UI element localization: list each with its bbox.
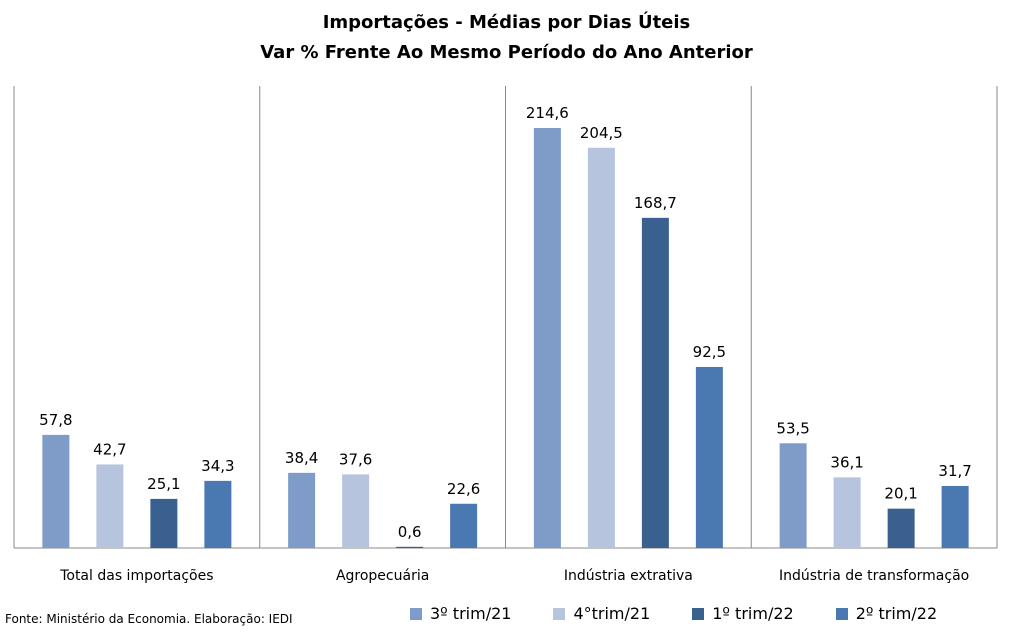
legend-item-4tri21: 4°trim/21 [553, 604, 650, 623]
data-label: 42,7 [93, 440, 126, 458]
legend-label: 3º trim/21 [430, 604, 512, 623]
bar [533, 128, 561, 548]
data-label: 92,5 [693, 343, 726, 361]
data-label: 37,6 [339, 450, 372, 468]
category-label: Agropecuária [336, 568, 429, 584]
bar [641, 217, 669, 548]
source-note: Fonte: Ministério da Economia. Elaboraçã… [5, 612, 293, 626]
legend-item-1tri22: 1º trim/22 [692, 604, 794, 623]
category-label: Indústria de transformação [779, 568, 969, 584]
legend-item-3tri21: 3º trim/21 [410, 604, 511, 623]
bar [779, 443, 807, 548]
category-label: Indústria extrativa [564, 568, 693, 584]
category-label: Total das importações [59, 568, 213, 584]
data-label: 204,5 [580, 124, 623, 142]
chart-title-line-1: Importações - Médias por Dias Úteis [322, 12, 691, 33]
bar [450, 503, 478, 548]
data-label: 57,8 [39, 411, 72, 429]
bar [342, 474, 370, 548]
chart-legend: 3º trim/21 4°trim/21 1º trim/22 2º trim/… [410, 604, 937, 623]
chart-title-line-2: Var % Frente Ao Mesmo Período do Ano Ant… [260, 42, 753, 63]
data-label: 53,5 [776, 419, 809, 437]
bar [288, 472, 316, 548]
bar [96, 464, 124, 548]
bar-chart: 57,8 42,7 25,1 34,3 Total das importações 38,… [13, 86, 998, 584]
data-label: 36,1 [830, 453, 863, 471]
data-label: 22,6 [447, 480, 480, 498]
data-label: 0,6 [398, 523, 422, 541]
data-label: 34,3 [201, 457, 234, 475]
bar [833, 477, 861, 548]
data-label: 20,1 [884, 485, 917, 503]
data-label: 25,1 [147, 475, 180, 493]
bar [887, 508, 915, 548]
legend-label: 1º trim/22 [712, 604, 794, 623]
legend-swatch [835, 607, 848, 620]
bar [396, 546, 424, 548]
bar [204, 480, 232, 548]
legend-label: 4°trim/21 [573, 604, 651, 623]
legend-swatch [410, 607, 422, 620]
data-label: 214,6 [526, 104, 569, 122]
bar [695, 366, 723, 548]
data-label: 38,4 [285, 449, 318, 467]
data-label: 168,7 [634, 194, 677, 212]
legend-swatch [553, 607, 566, 620]
bar [587, 147, 615, 548]
legend-item-2tri22: 2º trim/22 [835, 604, 938, 623]
bar [941, 485, 969, 548]
data-label: 31,7 [938, 462, 971, 480]
bar [150, 498, 178, 548]
legend-swatch [692, 607, 705, 620]
legend-label: 2º trim/22 [855, 604, 938, 623]
bar [42, 434, 70, 548]
